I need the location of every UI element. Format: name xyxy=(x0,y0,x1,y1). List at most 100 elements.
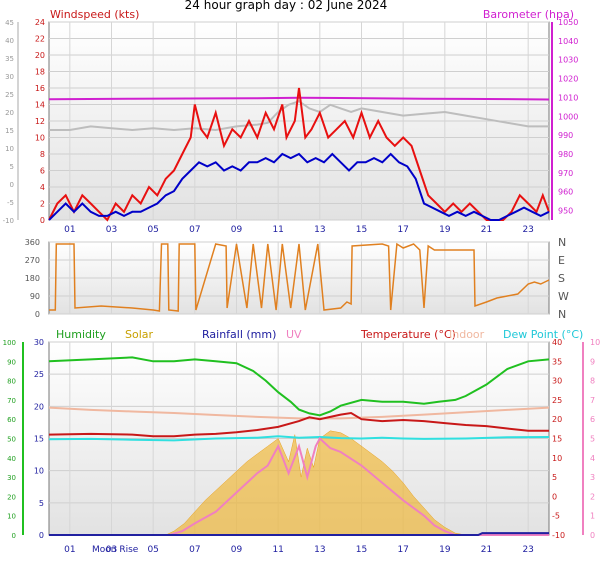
climate-x-tick-label: 03 xyxy=(106,545,117,555)
temperature-line xyxy=(48,411,549,438)
wind-tick-label: 16 xyxy=(35,84,45,93)
wind-x-tick-label: 23 xyxy=(522,225,533,235)
wind-x-tick-label: 21 xyxy=(481,225,492,235)
rain-tick-label: 20 xyxy=(34,402,44,411)
wind-tick-label: 24 xyxy=(35,18,45,27)
graph-title: 24 hour graph day : 02 June 2024 xyxy=(185,0,388,12)
uv-tick-label: 5 xyxy=(590,435,595,444)
legend-indoor: Indoor xyxy=(449,328,485,341)
barometer-tick-label: 970 xyxy=(558,169,573,178)
temperature-tick-label: 40 xyxy=(552,338,562,347)
direction-tick-label: 180 xyxy=(25,274,40,283)
direction-panel: 0 N 90 W 180 S 270 E 360 N xyxy=(25,236,569,321)
uv-tick-label: 8 xyxy=(590,377,595,386)
rain-tick-label: 10 xyxy=(34,467,44,476)
outer-left-tick-label: -10 xyxy=(3,217,14,225)
uv-tick-label: 2 xyxy=(590,492,595,501)
barometer-axis-label: Barometer (hpa) xyxy=(483,8,574,21)
uv-tick-label: 1 xyxy=(590,512,595,521)
climate-x-tick-label: 09 xyxy=(231,545,243,555)
humidity-tick-label: 10 xyxy=(7,513,16,521)
solar-area xyxy=(49,430,549,536)
outer-left-tick-label: 10 xyxy=(5,145,14,153)
rain-tick-label: 5 xyxy=(39,499,44,508)
dewpoint-line xyxy=(48,435,550,442)
wind-x-tick-label: 11 xyxy=(272,225,283,235)
temperature-tick-label: 25 xyxy=(552,396,562,405)
climate-x-tick-label: 01 xyxy=(64,545,75,555)
wind-tick-label: 22 xyxy=(35,35,45,44)
climate-x-tick-label: 21 xyxy=(481,545,492,555)
baro-alt-line xyxy=(49,100,549,132)
climate-x-tick-label: 07 xyxy=(189,545,200,555)
direction-tick-label: 270 xyxy=(25,256,40,265)
humidity-tick-label: 80 xyxy=(7,378,16,386)
wind-x-tick-label: 13 xyxy=(314,225,325,235)
wind-grid xyxy=(49,21,549,221)
climate-x-tick-label: 13 xyxy=(314,545,325,555)
direction-grid xyxy=(49,241,549,315)
barometer-tick-label: 980 xyxy=(558,150,573,159)
compass-label: E xyxy=(558,254,565,267)
climate-x-tick-label: 23 xyxy=(522,545,533,555)
wind-tick-label: 6 xyxy=(40,167,45,176)
outer-left-tick-label: 35 xyxy=(5,55,14,63)
uv-tick-label: 9 xyxy=(590,357,595,366)
wind-x-tick-label: 05 xyxy=(147,225,158,235)
uv-tick-label: 10 xyxy=(590,338,600,347)
climate-x-tick-label: 05 xyxy=(147,545,158,555)
uv-line xyxy=(49,436,549,536)
temperature-tick-label: 0 xyxy=(552,492,557,501)
temperature-tick-label: 30 xyxy=(552,377,562,386)
humidity-tick-label: 90 xyxy=(7,358,16,366)
temperature-tick-label: 5 xyxy=(552,473,557,482)
wind-tick-label: 12 xyxy=(35,117,45,126)
legend-temperature: Temperature (°C) xyxy=(360,328,456,341)
barometer-tick-label: 990 xyxy=(558,131,573,140)
outer-left-tick-label: 25 xyxy=(5,91,14,99)
barometer-tick-label: 1020 xyxy=(558,75,578,84)
legend-humidity: Humidity xyxy=(56,328,106,341)
humidity-tick-label: 60 xyxy=(7,416,16,424)
barometer-tick-label: 1010 xyxy=(558,93,578,102)
legend-rainfall: Rainfall (mm) xyxy=(202,328,276,341)
barometer-tick-label: 1000 xyxy=(558,112,578,121)
wind-x-tick-label: 15 xyxy=(356,225,367,235)
outer-left-tick-label: 20 xyxy=(5,109,14,117)
temperature-tick-label: 20 xyxy=(552,415,562,424)
wind-tick-label: 14 xyxy=(35,101,45,110)
temperature-tick-label: -10 xyxy=(552,531,565,540)
uv-tick-label: 3 xyxy=(590,473,595,482)
uv-tick-label: 7 xyxy=(590,396,595,405)
wind-series xyxy=(48,87,550,222)
wind-x-tick-label: 03 xyxy=(106,225,117,235)
wind-x-tick-label: 09 xyxy=(231,225,243,235)
wind-tick-label: 10 xyxy=(35,134,45,143)
wind-tick-label: 20 xyxy=(35,51,45,60)
compass-label: N xyxy=(558,308,566,321)
direction-axes: 0 N 90 W 180 S 270 E 360 N xyxy=(25,236,569,321)
compass-label: S xyxy=(558,272,565,285)
outer-left-tick-label: 0 xyxy=(10,181,14,189)
uv-tick-label: 4 xyxy=(590,454,595,463)
legend-uv: UV xyxy=(286,328,302,341)
temperature-tick-label: 15 xyxy=(552,435,562,444)
wind-axis-label: Windspeed (kts) xyxy=(50,8,139,21)
climate-x-tick-label: 19 xyxy=(439,545,451,555)
rain-tick-label: 15 xyxy=(34,435,44,444)
humidity-tick-label: 30 xyxy=(7,474,16,482)
legend-dewpoint: Dew Point (°C) xyxy=(503,328,583,341)
outer-left-tick-label: 40 xyxy=(5,37,14,45)
barometer-tick-label: 1050 xyxy=(558,18,578,27)
outer-left-tick-label: 15 xyxy=(5,127,14,135)
compass-label: W xyxy=(558,290,569,303)
direction-tick-label: 0 xyxy=(35,310,40,319)
rainfall-line xyxy=(49,532,549,536)
climate-series xyxy=(48,356,550,536)
windspeed-line xyxy=(48,87,550,222)
rain-tick-label: 0 xyxy=(39,531,44,540)
humidity-tick-label: 50 xyxy=(7,436,16,444)
